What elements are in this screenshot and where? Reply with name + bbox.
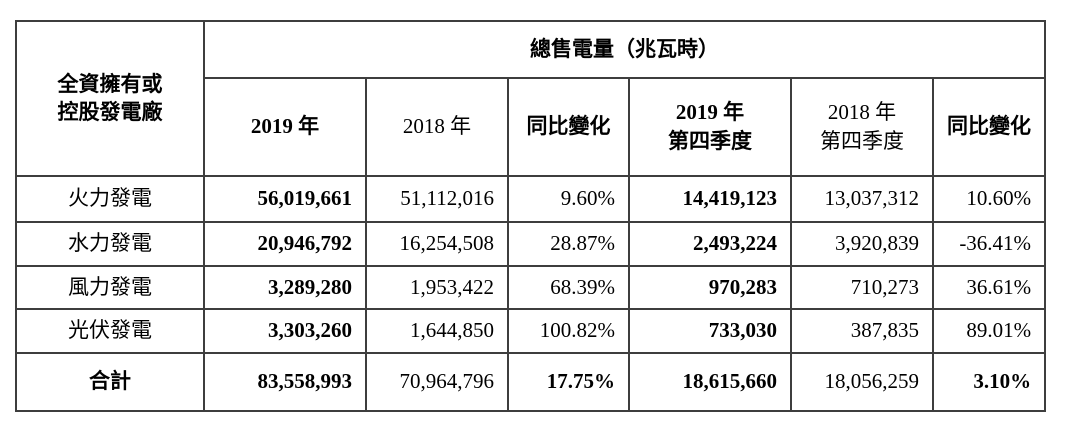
cell-2018: 16,254,508 — [365, 221, 509, 267]
total-cell-2019: 83,558,993 — [203, 352, 367, 412]
table-row-solar: 光伏發電 3,303,260 1,644,850 100.82% 733,030… — [15, 308, 1047, 354]
row-label: 水力發電 — [15, 221, 205, 267]
cell-yoy: 100.82% — [507, 308, 630, 354]
cell-2018-q4: 13,037,312 — [790, 175, 934, 223]
total-cell-yoy: 17.75% — [507, 352, 630, 412]
group-header-total-sales: 總售電量（兆瓦時） — [202, 20, 1047, 79]
cell-yoy-q4: -36.41% — [931, 221, 1047, 267]
column-header-2018-q4-line1: 2018 年 — [827, 99, 897, 124]
corner-header-line2: 控股發電廠 — [57, 99, 163, 124]
cell-2018-q4: 387,835 — [790, 308, 934, 354]
cell-2018-q4: 3,920,839 — [790, 221, 934, 267]
column-header-2019-q4-line2: 第四季度 — [668, 129, 752, 153]
cell-2018: 1,953,422 — [365, 265, 509, 310]
table-row-wind: 風力發電 3,289,280 1,953,422 68.39% 970,283 … — [15, 265, 1047, 310]
corner-header-line1: 全資擁有或 — [57, 72, 163, 97]
cell-2019-q4: 970,283 — [628, 265, 792, 310]
table-row-thermal: 火力發電 56,019,661 51,112,016 9.60% 14,419,… — [15, 175, 1047, 223]
cell-2019-q4: 733,030 — [628, 308, 792, 354]
column-header-2018-q4-line2: 第四季度 — [820, 129, 904, 153]
column-header-2019-q4: 2019 年 第四季度 — [628, 77, 792, 177]
cell-yoy: 9.60% — [507, 175, 630, 223]
total-row-label: 合計 — [15, 352, 205, 412]
column-header-2018-q4: 2018 年 第四季度 — [790, 77, 934, 177]
table-row-hydro: 水力發電 20,946,792 16,254,508 28.87% 2,493,… — [15, 221, 1047, 267]
total-cell-2018-q4: 18,056,259 — [790, 352, 934, 412]
cell-yoy-q4: 10.60% — [931, 175, 1047, 223]
total-cell-yoy-q4: 3.10% — [931, 352, 1047, 412]
corner-header-plants: 全資擁有或 控股發電廠 — [15, 20, 205, 177]
column-header-2019: 2019 年 — [203, 77, 367, 177]
cell-2019: 20,946,792 — [203, 221, 367, 267]
cell-2019: 3,303,260 — [203, 308, 367, 354]
cell-2019: 56,019,661 — [203, 175, 367, 223]
row-label: 火力發電 — [15, 175, 205, 223]
cell-2018: 1,644,850 — [365, 308, 509, 354]
cell-yoy-q4: 89.01% — [931, 308, 1047, 354]
column-header-yoy-q4: 同比變化 — [931, 77, 1047, 177]
total-cell-2018: 70,964,796 — [365, 352, 509, 412]
electricity-sales-table: 全資擁有或 控股發電廠 總售電量（兆瓦時） 2019 年 2018 年 同比變化… — [15, 20, 1047, 412]
row-label: 光伏發電 — [15, 308, 205, 354]
cell-2019-q4: 14,419,123 — [628, 175, 792, 223]
table-row-total: 合計 83,558,993 70,964,796 17.75% 18,615,6… — [15, 352, 1047, 412]
cell-yoy: 28.87% — [507, 221, 630, 267]
cell-2019-q4: 2,493,224 — [628, 221, 792, 267]
column-header-2018: 2018 年 — [365, 77, 509, 177]
row-label: 風力發電 — [15, 265, 205, 310]
cell-yoy: 68.39% — [507, 265, 630, 310]
cell-2018-q4: 710,273 — [790, 265, 934, 310]
column-header-2019-q4-line1: 2019 年 — [675, 99, 745, 124]
cell-2019: 3,289,280 — [203, 265, 367, 310]
column-header-yoy: 同比變化 — [507, 77, 630, 177]
cell-yoy-q4: 36.61% — [931, 265, 1047, 310]
cell-2018: 51,112,016 — [365, 175, 509, 223]
total-cell-2019-q4: 18,615,660 — [628, 352, 792, 412]
